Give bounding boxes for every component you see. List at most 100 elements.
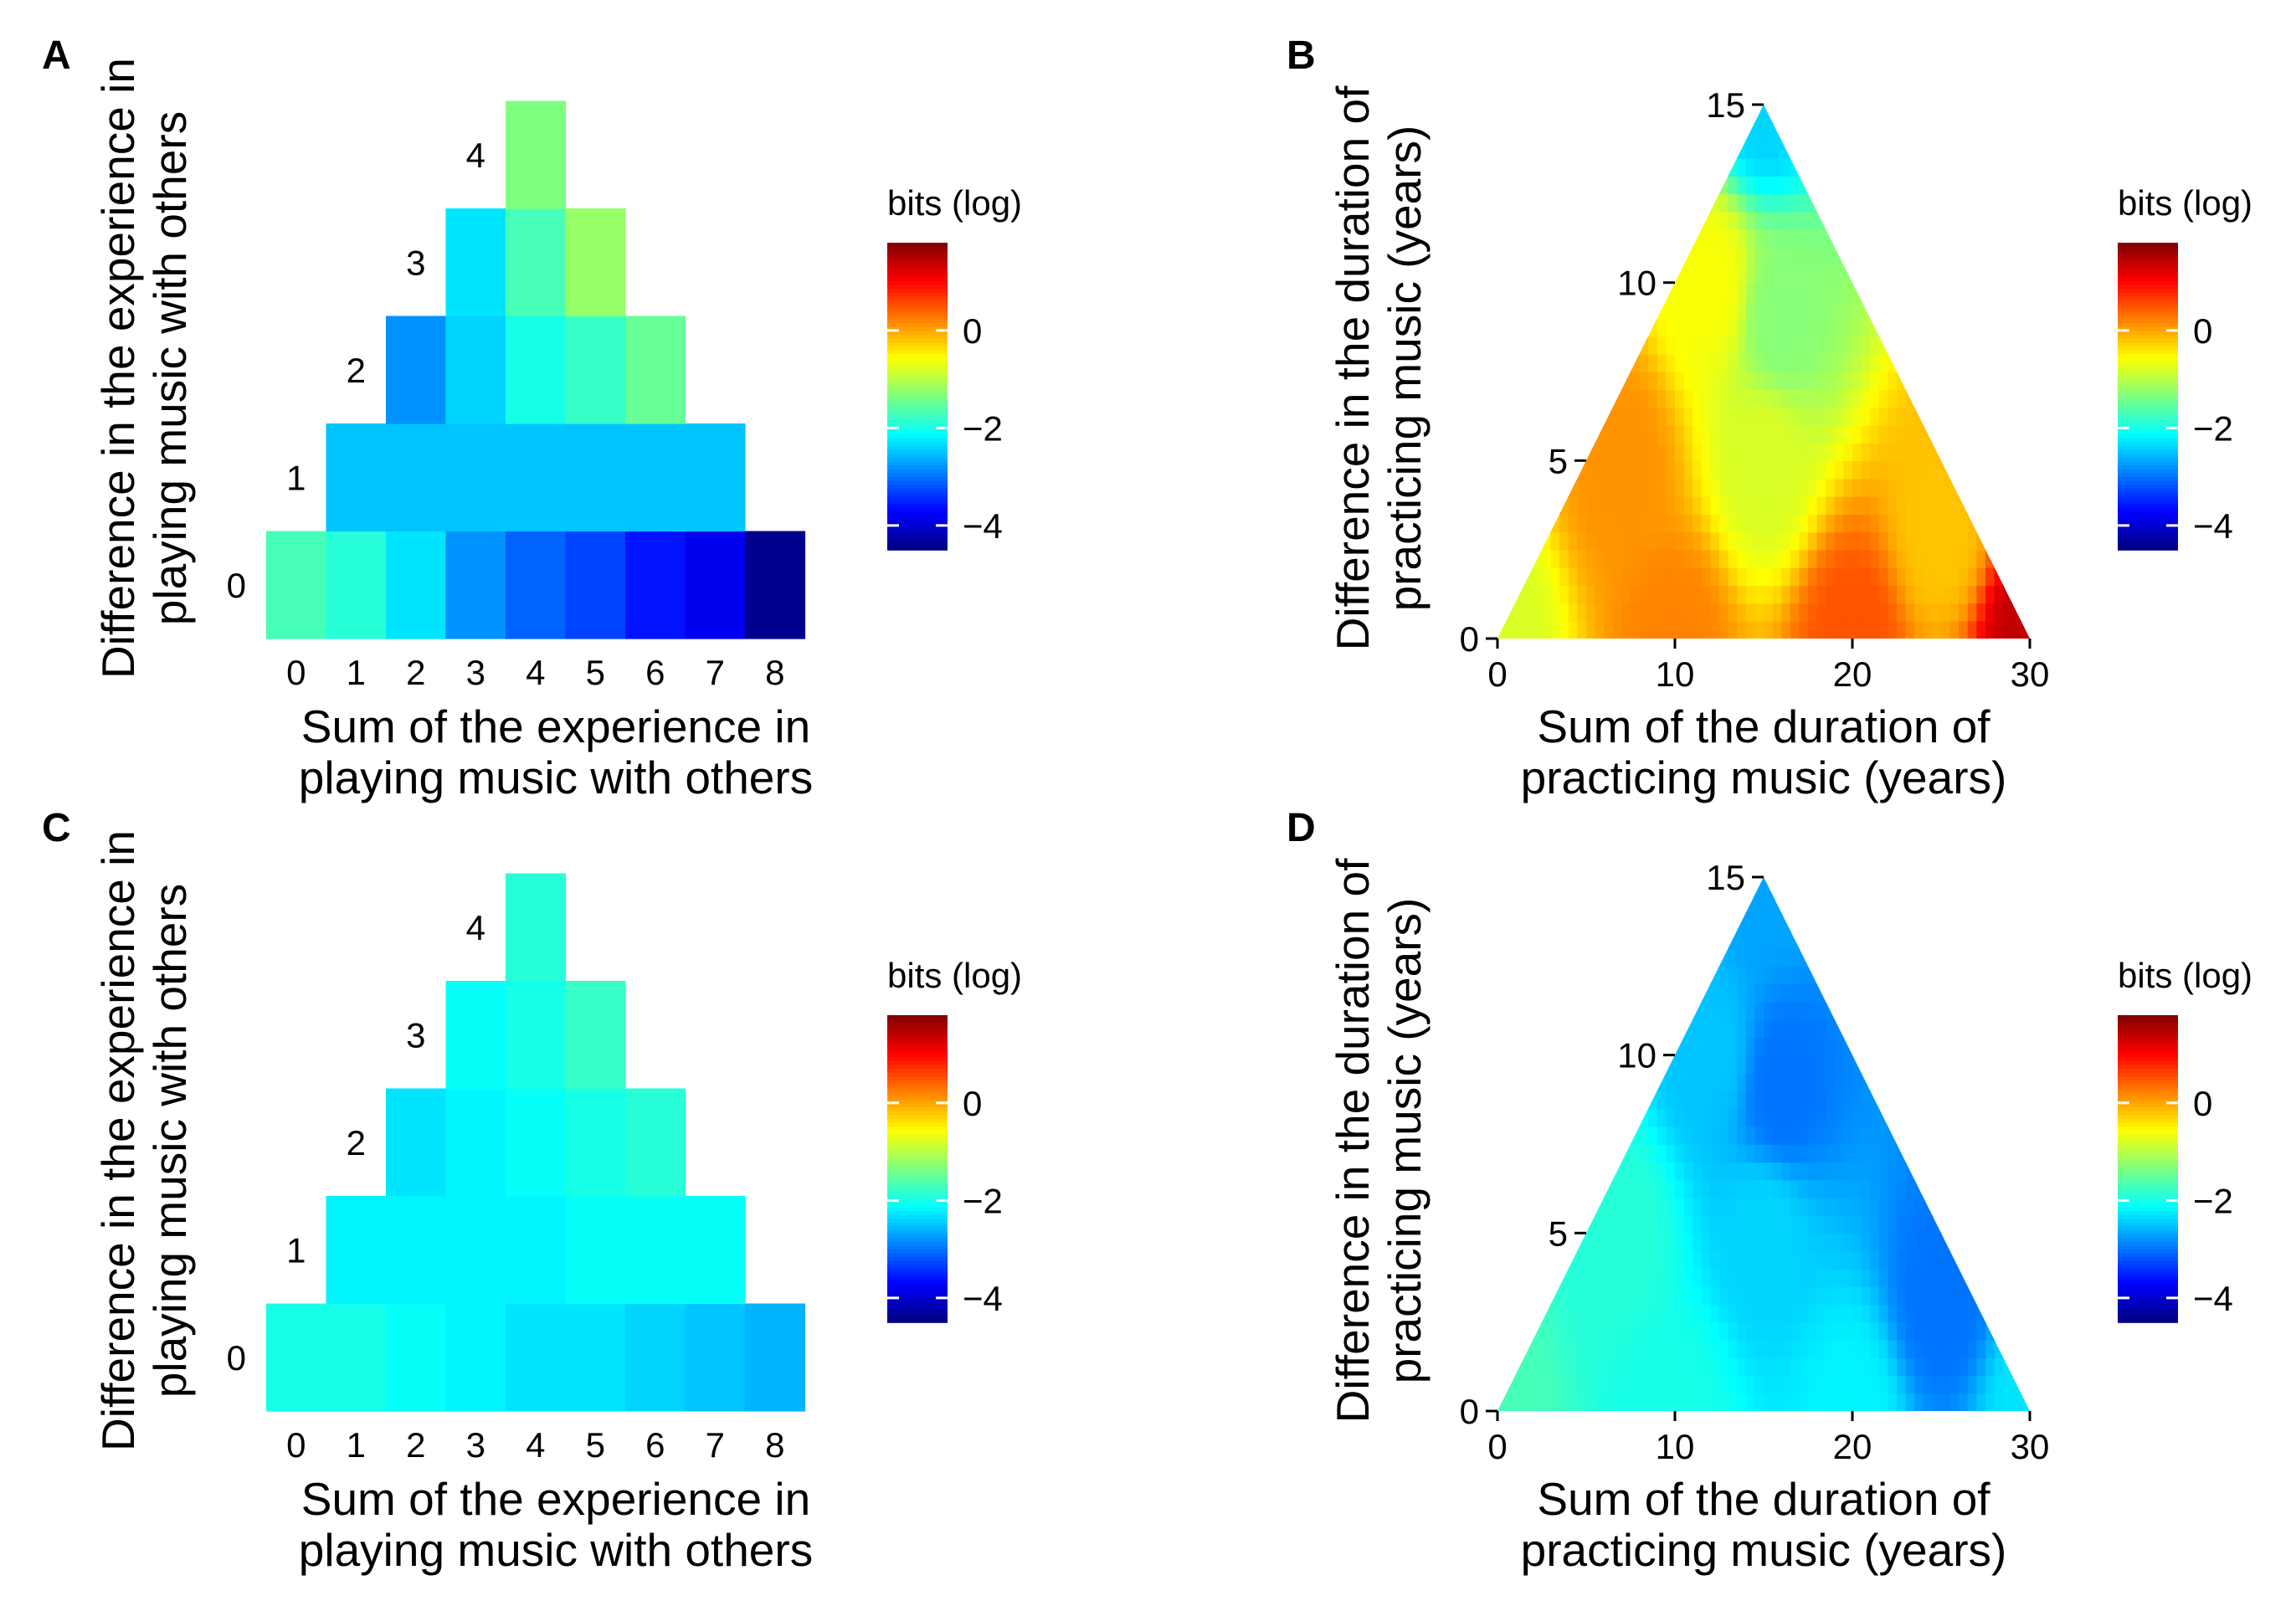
heatmap-cell [1675,1179,1685,1198]
heatmap-cell [1648,443,1658,462]
heatmap-cell [1941,983,1951,1003]
heatmap-cell [1808,318,1818,337]
heatmap-cell [1701,1090,1712,1110]
heatmap-cell [2003,407,2013,426]
heatmap-cell [1631,1144,1641,1163]
colorbar-segment [887,1126,948,1131]
heatmap-cell [1932,1072,1942,1091]
heatmap-cell [1959,514,1969,533]
heatmap-cell [1976,1162,1986,1181]
heatmap-cell [1932,460,1942,480]
heatmap-cell [1666,1215,1676,1234]
heatmap-cell [1826,176,1836,195]
heatmap-cell [1949,353,1960,372]
heatmap-cell [1754,1072,1764,1091]
heatmap-cell [1781,1072,1791,1091]
heatmap-cell [1790,1286,1800,1306]
heatmap-cell [1976,1197,1986,1216]
heatmap-cell [1612,193,1623,213]
heatmap-cell [1843,1268,1853,1287]
heatmap-cell [1967,1215,1978,1234]
heatmap-cell [1550,912,1560,931]
heatmap-cell [1781,531,1791,551]
heatmap-cell [1843,549,1853,568]
heatmap-cell [1897,1108,1907,1127]
heatmap-cell [1728,1072,1738,1091]
colorbar-segment [887,492,948,497]
heatmap-cell [1834,389,1845,408]
heatmap-cell [1764,930,1774,949]
heatmap-cell [1834,603,1845,622]
heatmap-cell [1799,140,1809,159]
heatmap-cell [1604,531,1614,551]
heatmap-cell [1826,620,1836,639]
heatmap-cell [1675,585,1685,604]
heatmap-cell [1675,495,1685,515]
heatmap-cell [1577,531,1587,551]
heatmap-cell [2011,930,2022,949]
heatmap-cell [1586,549,1596,568]
heatmap-cell [1559,1357,1569,1377]
heatmap-cell [1595,620,1605,639]
heatmap-cell [1870,1250,1880,1270]
heatmap-cell [1834,567,1845,586]
heatmap-cell [1764,1250,1774,1270]
heatmap-cell [1666,1286,1676,1306]
heatmap-cell [1577,1339,1587,1358]
heatmap-cell [1506,1179,1516,1198]
heatmap-cell [1506,372,1516,391]
heatmap-cell [1923,176,1934,195]
colorbar-segment [887,1268,948,1274]
heatmap-cell [1826,372,1836,391]
heatmap-cell [1515,912,1525,931]
colorbar-segment [887,1265,948,1270]
heatmap-cell [1533,407,1543,426]
heatmap-cell [1799,1268,1809,1287]
heatmap-cell [1675,1162,1685,1181]
heatmap-cell [1914,495,1924,515]
heatmap-cell [1985,549,1996,568]
heatmap-cell [1790,1001,1800,1020]
heatmap-cell [2021,1215,2030,1234]
heatmap-cell [1533,193,1543,213]
heatmap-cell [1967,1233,1978,1252]
heatmap-cell [1559,1179,1569,1198]
heatmap-cell [1533,895,1543,914]
heatmap-cell [1666,247,1676,266]
heatmap-cell [1533,531,1543,551]
colorbar-segment [887,269,948,275]
heatmap-cell [1985,1037,1996,1056]
heatmap-cell [1967,567,1978,586]
heatmap-cell [1577,1037,1587,1056]
heatmap-cell [1657,1197,1667,1216]
heatmap-cell [1657,1233,1667,1252]
heatmap-cell [1612,478,1623,497]
heatmap-cell [1631,1268,1641,1287]
heatmap-cell [2011,895,2022,914]
heatmap-cell [1701,157,1712,177]
colorbar-segment [887,1072,948,1078]
heatmap-cell [1595,460,1605,480]
heatmap-cell [1559,105,1569,124]
heatmap-cell [1683,211,1693,230]
heatmap-cell [1861,514,1871,533]
heatmap-cell [1834,1357,1845,1377]
heatmap-cell [1781,1001,1791,1020]
heatmap-cell [1701,966,1712,985]
heatmap-cell [1621,1090,1631,1110]
heatmap-cell [1799,407,1809,426]
heatmap-cell [1595,247,1605,266]
heatmap-cell [1728,948,1738,967]
heatmap-cell [1728,1090,1738,1110]
heatmap-cell [1905,424,1915,444]
heatmap-cell [1826,407,1836,426]
heatmap-cell [1728,1375,1738,1394]
colorbar-segment [887,500,948,505]
heatmap-cell [1666,211,1676,230]
heatmap-cell [1932,407,1942,426]
heatmap-cell [1905,1321,1915,1341]
heatmap-cell [1852,1108,1862,1127]
heatmap-cell [1826,478,1836,497]
heatmap-cell [1781,264,1791,284]
heatmap-cell [1523,1162,1534,1181]
